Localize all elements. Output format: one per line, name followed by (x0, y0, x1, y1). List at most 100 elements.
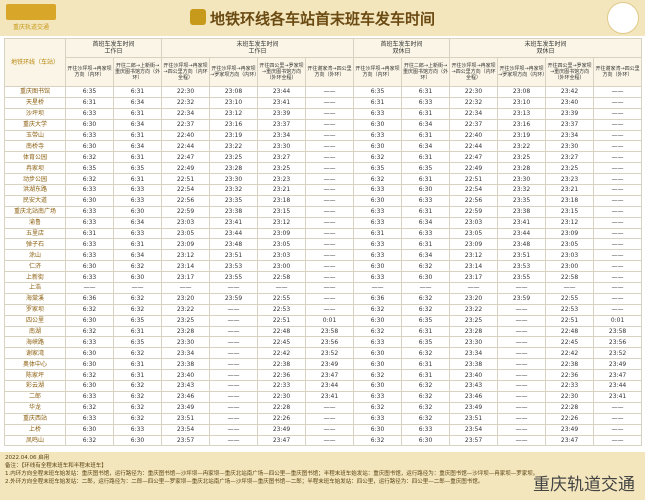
station: 罗家坝 (4, 303, 66, 316)
time: 6:33 (65, 412, 114, 425)
time: —— (209, 314, 259, 327)
time: 6:36 (353, 292, 403, 305)
time: 23:30 (545, 140, 595, 153)
time: —— (593, 118, 643, 131)
time: 6:35 (65, 86, 114, 98)
time: 6:34 (112, 118, 163, 131)
time: 6:34 (401, 140, 451, 153)
time: 23:14 (161, 260, 211, 273)
column-header: 开往谢家湾→四公里方向（外环） (305, 57, 355, 87)
time: 23:05 (161, 227, 211, 240)
time: 6:32 (353, 173, 403, 186)
time: —— (209, 401, 259, 414)
time: 6:30 (112, 434, 163, 447)
station: 南桥寺 (4, 140, 66, 153)
time: —— (305, 401, 355, 414)
time: 23:16 (497, 118, 547, 131)
table-row: 重庆西站 6:33 6:32 23:51 —— 22:26 —— 6:33 6:32 23:51—… (4, 412, 643, 425)
corner-header: 地铁环线（车站） (4, 38, 66, 87)
table-row: 仁济 6:30 6:32 23:14 23:53 23:00 —— 6:30 6:32 23:14… (4, 260, 643, 273)
time: 23:34 (449, 347, 499, 360)
time: —— (497, 282, 547, 294)
time: 6:32 (401, 401, 451, 414)
time: 6:33 (112, 227, 163, 240)
time: 23:14 (449, 260, 499, 273)
time: 6:34 (401, 249, 451, 262)
footer: 2022.04.06 启用 备注：【环线有全程末班车和半程末班车】 1.内环方向… (0, 452, 645, 500)
group-title: 首班车发车时间 (92, 41, 135, 48)
time: 6:31 (112, 325, 163, 338)
time: 6:31 (112, 358, 163, 371)
time: 23:03 (161, 216, 211, 229)
time: 23:12 (449, 249, 499, 262)
station: 谢家湾 (4, 347, 66, 360)
time: 6:33 (65, 205, 114, 218)
time: 23:27 (257, 151, 307, 164)
time: 22:51 (257, 314, 307, 327)
time: 6:35 (401, 314, 451, 327)
group-day: 工作日 (104, 48, 123, 55)
time: 6:32 (112, 303, 163, 316)
group-title: 首班车发车时间 (380, 41, 423, 48)
time: 6:33 (65, 271, 114, 284)
time: 22:30 (545, 390, 595, 403)
time: 23:25 (161, 314, 211, 327)
time: 6:33 (65, 238, 114, 251)
time: 6:31 (112, 173, 163, 186)
time: 6:30 (401, 434, 451, 447)
table-row: 上桥 6:30 6:33 23:54 —— 23:49 —— 6:30 6:33 23:54 —— 2… (4, 423, 643, 436)
time: 6:30 (65, 423, 114, 436)
time: 23:48 (497, 238, 547, 251)
column-header: 开往四公里→罗家坝→重庆图书馆方向（外环全程） (257, 57, 307, 87)
time: —— (593, 151, 643, 164)
time: 6:33 (353, 390, 403, 403)
time: —— (209, 390, 259, 403)
time: 6:32 (65, 173, 114, 186)
time: 23:03 (545, 249, 595, 262)
time: 23:30 (161, 336, 211, 349)
time: 23:08 (497, 86, 547, 98)
station: 海峡路 (4, 336, 66, 349)
table-row: 陈家坪 6:32 6:31 23:40 —— 22:36 23:47 6:32 6:31 23:4… (4, 369, 643, 382)
time: 6:30 (65, 347, 114, 360)
time: 23:54 (449, 423, 499, 436)
time: 6:31 (112, 369, 163, 382)
time: —— (209, 423, 259, 436)
time: 23:51 (161, 412, 211, 425)
time: 6:33 (401, 227, 451, 240)
time: 23:18 (545, 194, 595, 207)
time: 23:35 (497, 194, 547, 207)
table-row: 动步公园 6:32 6:31 22:51 23:30 23:23 —— 6:32 6:31 22:… (4, 173, 643, 186)
time: 23:28 (449, 325, 499, 338)
time: 6:31 (401, 129, 451, 142)
mascot (607, 2, 639, 34)
time: 23:10 (209, 96, 259, 109)
time: 23:49 (161, 401, 211, 414)
time: 22:30 (449, 86, 499, 98)
table-row: 体育公园 6:32 6:31 22:47 23:25 23:27 —— 6:32 6:31 22:… (4, 151, 643, 164)
time: —— (593, 96, 643, 109)
time: 6:30 (353, 347, 403, 360)
time: 6:31 (112, 129, 163, 142)
station: 华龙 (4, 401, 66, 414)
time: —— (305, 96, 355, 109)
note: 1.内环方向全程末班车始发站：重庆图书馆，运行路径为：重庆图书馆—沙坪坝—冉家坝… (5, 471, 539, 477)
time: —— (593, 401, 643, 414)
time: 6:30 (353, 423, 403, 436)
table-row: 渝鲁 6:33 6:34 23:03 23:41 23:12 —— 6:33 6:34 23:03… (4, 216, 643, 229)
column-header: 开往沙坪坝→冉家坝方向（内环） (353, 57, 403, 87)
group-header: 首班车发车时间 双休日 (353, 38, 451, 58)
station: 上桥 (4, 423, 66, 436)
column-header: 开往谢家湾→四公里方向（外环） (593, 57, 643, 87)
time: 23:05 (449, 227, 499, 240)
time: 6:32 (353, 303, 403, 316)
table-row: 重庆大学 6:30 6:34 22:37 23:16 23:37 —— 6:30 6:34 22:… (4, 118, 643, 131)
time: 23:03 (257, 249, 307, 262)
time: —— (593, 423, 643, 436)
time: 6:34 (401, 216, 451, 229)
time: 6:33 (65, 249, 114, 262)
time: 22:54 (161, 184, 211, 196)
time: 23:25 (257, 162, 307, 175)
time: —— (305, 423, 355, 436)
